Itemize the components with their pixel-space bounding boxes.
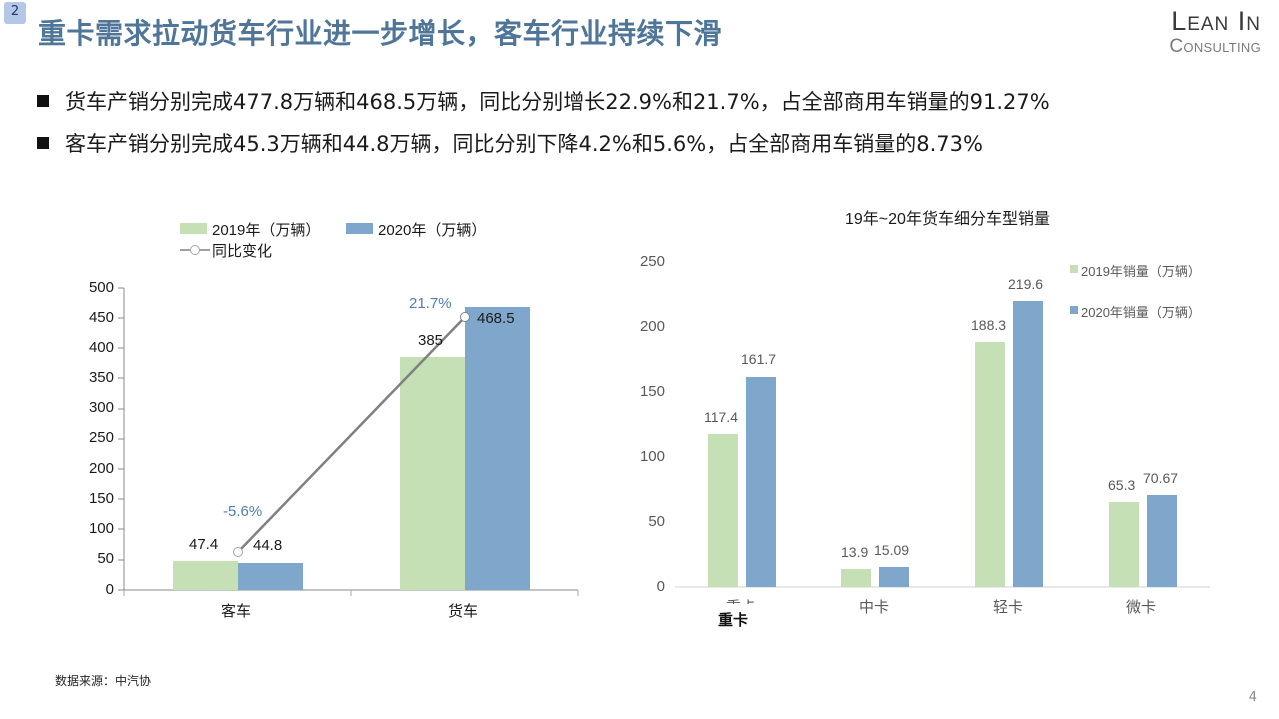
legend-label-2019: 2019年销量（万辆） <box>1081 264 1201 279</box>
bar-truck-2019 <box>400 357 465 590</box>
value-label: 47.4 <box>189 536 219 553</box>
chart-title: 19年~20年货车细分车型销量 <box>845 211 1050 228</box>
slide-number-badge: 2 <box>4 2 26 24</box>
legend-label-yoy: 同比变化 <box>212 243 273 260</box>
legend-swatch-2019 <box>180 223 207 234</box>
legend-swatch-2020 <box>1070 306 1078 314</box>
value-label: 15.09 <box>874 542 910 558</box>
value-label: 385 <box>418 332 444 349</box>
value-label: 219.6 <box>1008 276 1044 292</box>
y-tick: 100 <box>639 448 665 465</box>
y-tick: 250 <box>639 253 665 270</box>
square-bullet-icon <box>37 95 49 107</box>
legend-label-2020: 2020年销量（万辆） <box>1081 305 1201 320</box>
legend-label-2020: 2020年（万辆） <box>378 222 487 239</box>
value-label: 188.3 <box>971 317 1007 333</box>
page-number: 4 <box>1248 690 1257 705</box>
y-tick: 250 <box>88 429 114 446</box>
y-tick: 150 <box>88 490 114 507</box>
value-label: 161.7 <box>741 351 777 367</box>
y-tick: 150 <box>639 383 665 400</box>
y-tick: 350 <box>88 369 114 386</box>
y-tick: 400 <box>88 339 114 356</box>
x-label: 轻卡 <box>993 599 1024 616</box>
x-label: 货车 <box>448 603 479 620</box>
value-label: 117.4 <box>704 409 738 425</box>
yoy-label: -5.6% <box>223 503 263 520</box>
bullet-bus: 客车产销分别完成45.3万辆和44.8万辆，同比分别下降4.2%和5.6%，占全… <box>37 128 983 158</box>
y-tick: 50 <box>97 550 114 567</box>
bullet-truck: 货车产销分别完成477.8万辆和468.5万辆，同比分别增长22.9%和21.7… <box>37 86 1050 116</box>
y-tick: 100 <box>88 520 114 537</box>
legend-swatch-2020 <box>346 223 373 234</box>
value-label: 468.5 <box>477 310 515 327</box>
y-tick: 50 <box>648 513 665 530</box>
y-tick: 0 <box>656 578 665 595</box>
bullet-text: 货车产销分别完成477.8万辆和468.5万辆，同比分别增长22.9%和21.7… <box>65 90 1050 114</box>
slide-title: 重卡需求拉动货车行业进一步增长，客车行业持续下滑 <box>38 17 723 50</box>
y-tick: 0 <box>105 581 114 598</box>
y-tick: 200 <box>639 318 665 335</box>
x-label: 微卡 <box>1126 599 1157 616</box>
yoy-label: 21.7% <box>409 295 452 312</box>
logo-consulting: Consulting <box>1169 36 1261 57</box>
bar-bus-2020 <box>238 563 303 590</box>
left-chart: 2019年（万辆） 2020年（万辆） 同比变化 500 450 400 350… <box>0 200 620 640</box>
right-chart: 19年~20年货车细分车型销量 2019年销量（万辆） 2020年销量（万辆） … <box>620 195 1279 640</box>
x-label: 客车 <box>221 603 252 620</box>
y-tick: 500 <box>88 279 114 296</box>
value-label: 44.8 <box>253 537 283 554</box>
x-label: 中卡 <box>859 599 890 616</box>
bar-truck-2020 <box>465 307 530 590</box>
value-label: 65.3 <box>1108 477 1136 493</box>
y-tick: 300 <box>88 399 114 416</box>
right-chart-plot <box>675 301 1210 588</box>
data-source: 数据来源：中汽协 <box>55 674 152 688</box>
legend-label-2019: 2019年（万辆） <box>212 222 321 239</box>
left-chart-plot <box>118 287 579 596</box>
legend-line-marker-icon <box>180 245 210 255</box>
legend-swatch-2019 <box>1070 265 1078 273</box>
y-tick: 200 <box>88 460 114 477</box>
square-bullet-icon <box>37 137 49 149</box>
bullet-text: 客车产销分别完成45.3万辆和44.8万辆，同比分别下降4.2%和5.6%，占全… <box>65 132 983 156</box>
y-tick: 450 <box>88 309 114 326</box>
x-label-overlay: 重卡 <box>718 612 749 629</box>
logo-lean-in: Lean In <box>1171 6 1261 36</box>
x-label: 重卡 <box>726 596 756 604</box>
value-label: 13.9 <box>841 544 869 560</box>
value-label: 70.67 <box>1143 470 1179 486</box>
bar-bus-2019 <box>173 561 238 590</box>
